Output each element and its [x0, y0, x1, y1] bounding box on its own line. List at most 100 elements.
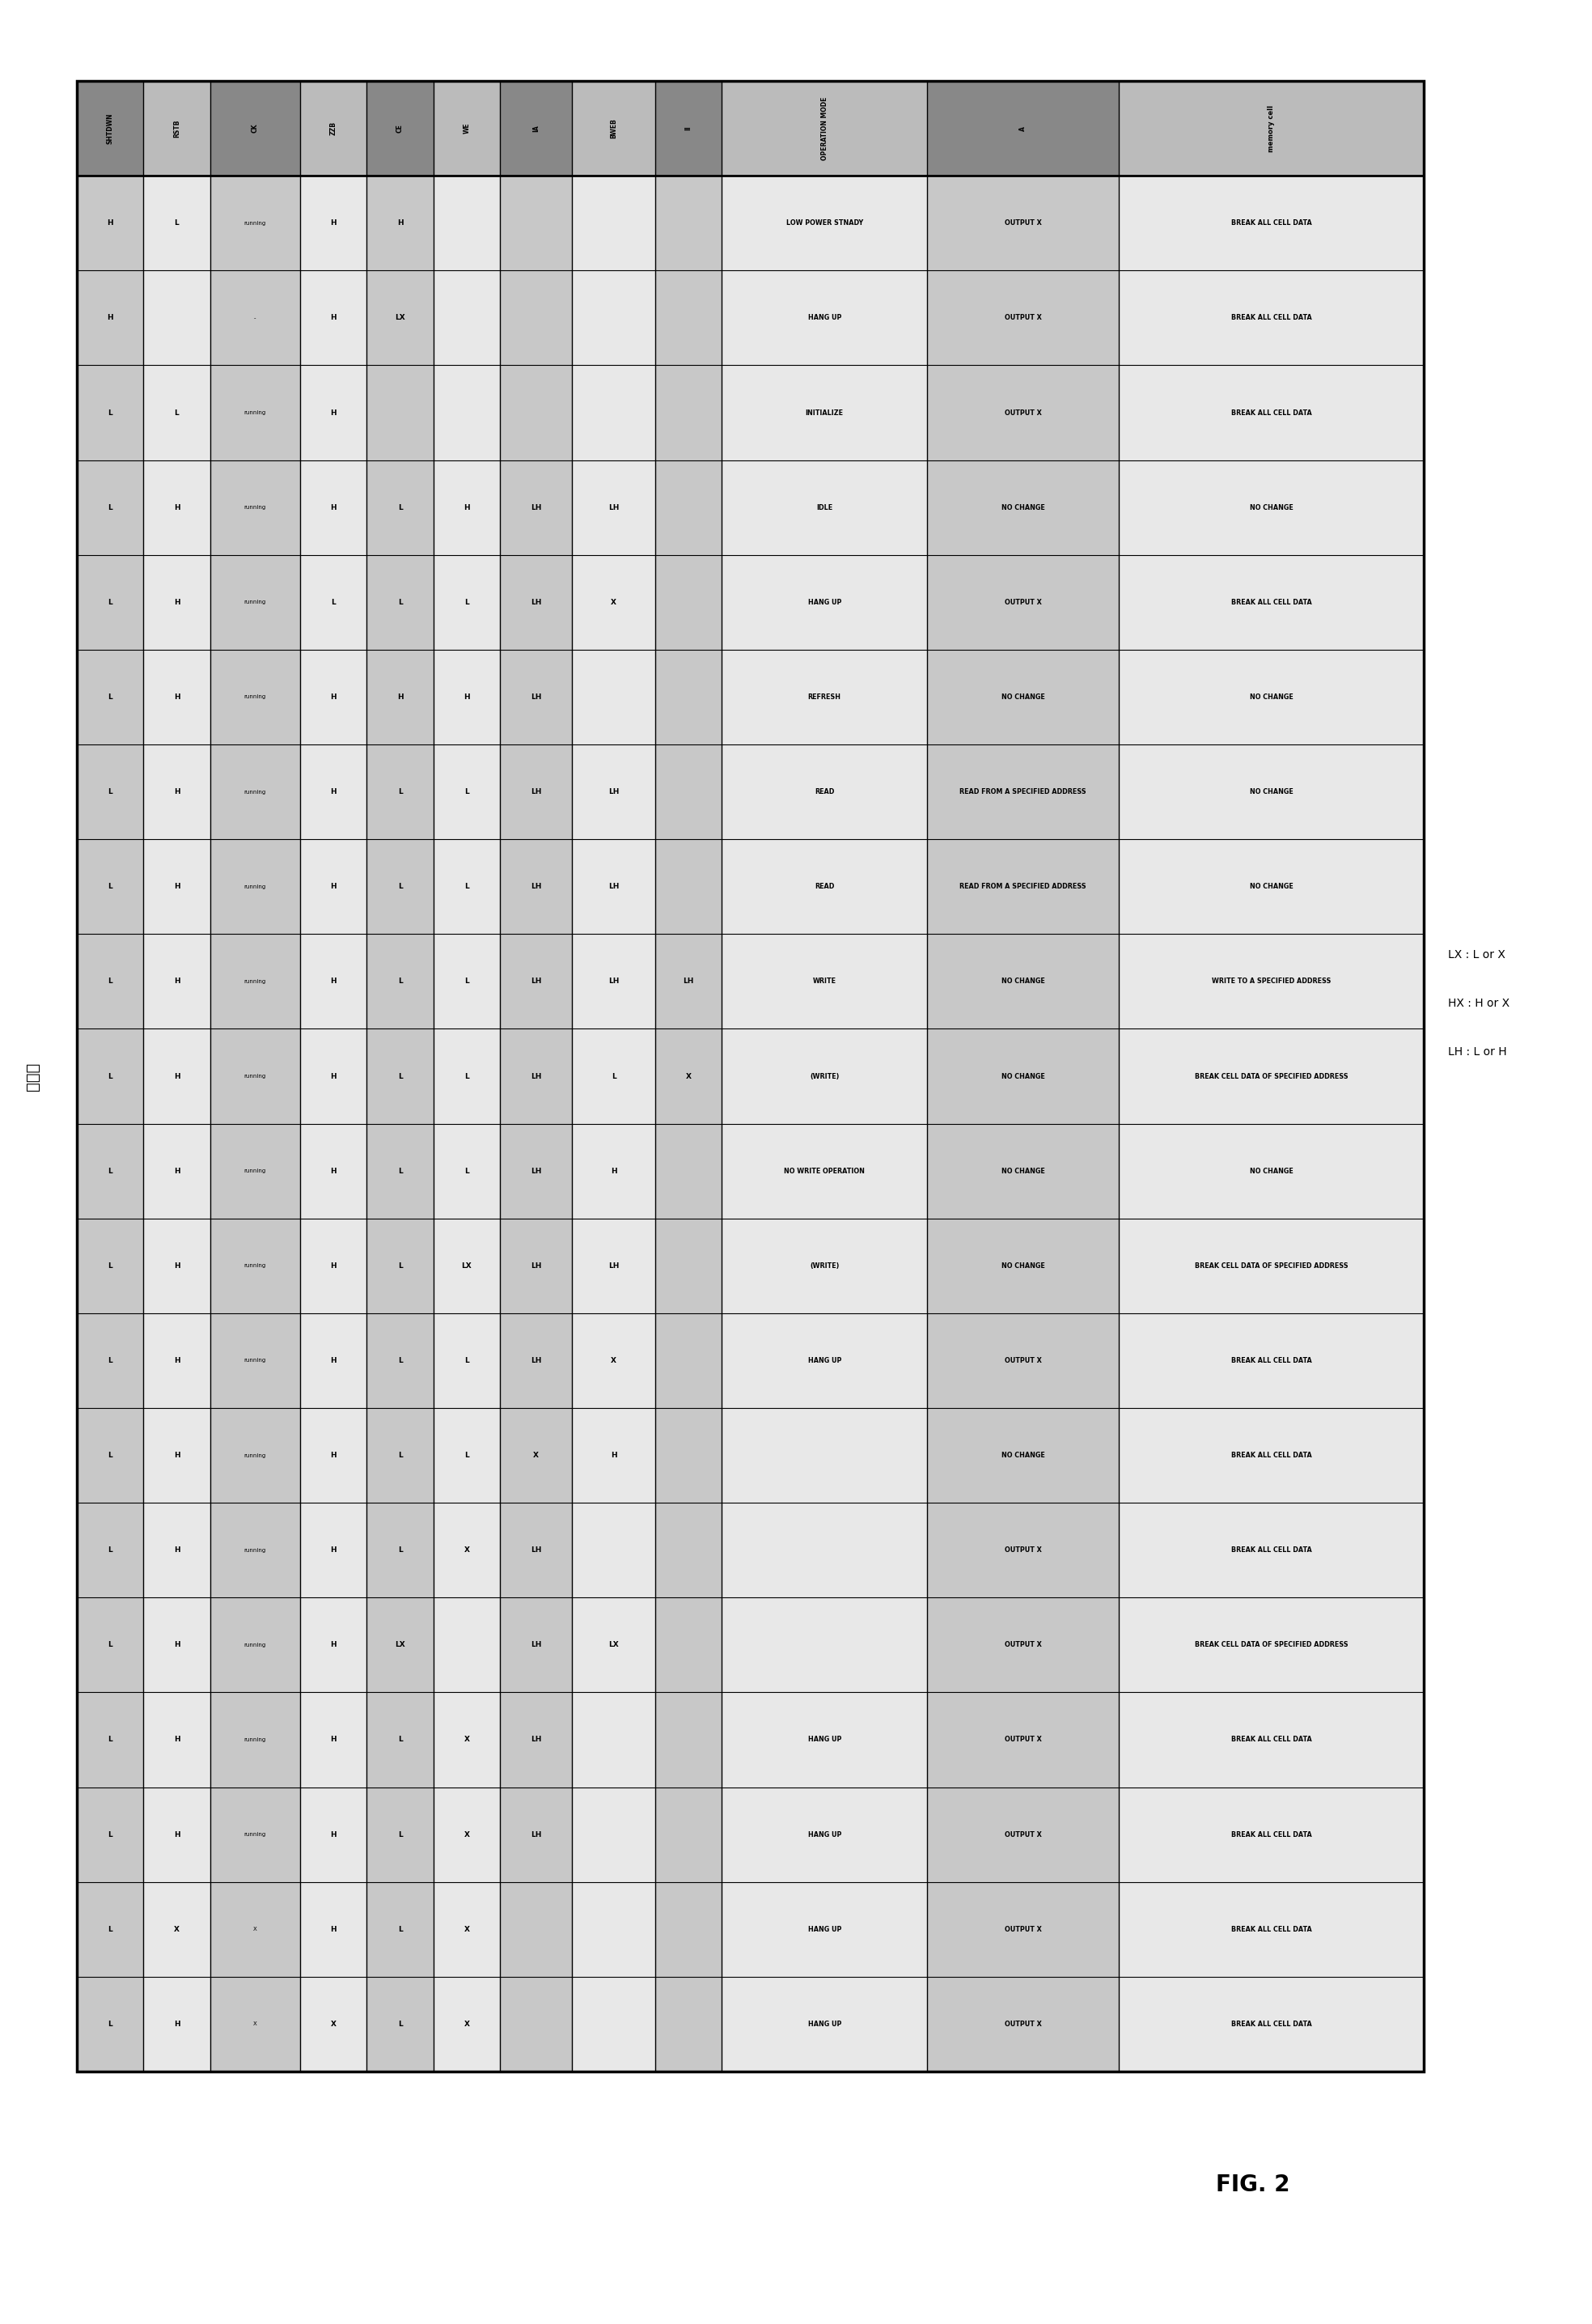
- Text: NO CHANGE: NO CHANGE: [1001, 1074, 1044, 1081]
- Bar: [76, 651, 143, 744]
- Text: NO CHANGE: NO CHANGE: [1250, 504, 1293, 511]
- Text: OUTPUT X: OUTPUT X: [1005, 2020, 1041, 2029]
- Text: H: H: [331, 1736, 336, 1743]
- Bar: [433, 1030, 500, 1122]
- Text: L: L: [108, 504, 113, 511]
- Text: REFRESH: REFRESH: [807, 693, 841, 702]
- Text: L: L: [398, 978, 403, 985]
- Bar: [500, 839, 572, 934]
- Bar: [1119, 1692, 1423, 1787]
- Text: L: L: [108, 883, 113, 890]
- Bar: [143, 839, 210, 934]
- Bar: [76, 1408, 143, 1504]
- Bar: [433, 1313, 500, 1408]
- Bar: [76, 744, 143, 839]
- Text: READ: READ: [815, 883, 834, 890]
- Bar: [210, 555, 301, 651]
- Text: READ FROM A SPECIFIED ADDRESS: READ FROM A SPECIFIED ADDRESS: [960, 883, 1086, 890]
- Bar: [433, 1882, 500, 1978]
- Text: H: H: [611, 1452, 616, 1459]
- Text: H: H: [107, 218, 113, 228]
- Text: L: L: [108, 788, 113, 795]
- Text: H: H: [331, 1167, 336, 1174]
- Text: (WRITE): (WRITE): [810, 1262, 839, 1269]
- Text: OUTPUT X: OUTPUT X: [1005, 1736, 1041, 1743]
- Bar: [572, 1408, 656, 1504]
- Bar: [210, 270, 301, 365]
- Text: running: running: [244, 1548, 266, 1552]
- Bar: [927, 1218, 1119, 1313]
- Text: BREAK CELL DATA OF SPECIFIED ADDRESS: BREAK CELL DATA OF SPECIFIED ADDRESS: [1194, 1074, 1348, 1081]
- Bar: [143, 1597, 210, 1692]
- Bar: [927, 1787, 1119, 1882]
- Bar: [143, 365, 210, 460]
- Bar: [143, 1030, 210, 1122]
- Text: OPERATION MODE: OPERATION MODE: [821, 98, 828, 160]
- Text: H: H: [174, 1167, 180, 1174]
- Text: WRITE TO A SPECIFIED ADDRESS: WRITE TO A SPECIFIED ADDRESS: [1212, 978, 1331, 985]
- Text: L: L: [175, 409, 178, 416]
- Bar: [500, 460, 572, 555]
- Text: LOW POWER STNADY: LOW POWER STNADY: [786, 218, 863, 228]
- Bar: [433, 460, 500, 555]
- Bar: [721, 934, 927, 1030]
- Bar: [1119, 1882, 1423, 1978]
- Bar: [143, 1882, 210, 1978]
- Text: H: H: [174, 978, 180, 985]
- Text: WRITE: WRITE: [814, 978, 836, 985]
- Text: LH: LH: [530, 883, 541, 890]
- Text: H: H: [331, 409, 336, 416]
- Bar: [143, 555, 210, 651]
- Bar: [927, 1122, 1119, 1218]
- Bar: [721, 1408, 927, 1504]
- Text: (WRITE): (WRITE): [810, 1074, 839, 1081]
- Bar: [1119, 1787, 1423, 1882]
- Bar: [301, 81, 366, 177]
- Text: X: X: [533, 1452, 538, 1459]
- Text: X: X: [331, 2020, 336, 2029]
- Text: X: X: [463, 1927, 470, 1934]
- Bar: [721, 1504, 927, 1597]
- Bar: [721, 651, 927, 744]
- Bar: [721, 270, 927, 365]
- Text: BREAK ALL CELL DATA: BREAK ALL CELL DATA: [1231, 1736, 1312, 1743]
- Bar: [76, 839, 143, 934]
- Text: HANG UP: HANG UP: [807, 2020, 841, 2029]
- Text: LH: LH: [530, 1357, 541, 1364]
- Bar: [143, 177, 210, 270]
- Bar: [366, 1504, 433, 1597]
- Text: running: running: [244, 1074, 266, 1078]
- Text: L: L: [331, 600, 336, 607]
- Bar: [1119, 651, 1423, 744]
- Bar: [500, 651, 572, 744]
- Bar: [721, 839, 927, 934]
- Text: L: L: [398, 1074, 403, 1081]
- Text: WE: WE: [463, 123, 470, 135]
- Text: L: L: [398, 1167, 403, 1174]
- Bar: [433, 81, 500, 177]
- Bar: [76, 81, 143, 177]
- Bar: [366, 1408, 433, 1504]
- Bar: [76, 1787, 143, 1882]
- Bar: [1119, 365, 1423, 460]
- Bar: [500, 1504, 572, 1597]
- Bar: [927, 1030, 1119, 1122]
- Bar: [656, 365, 721, 460]
- Text: running: running: [244, 1831, 266, 1836]
- Text: HANG UP: HANG UP: [807, 314, 841, 321]
- Text: LH: LH: [608, 788, 619, 795]
- Text: READ: READ: [815, 788, 834, 795]
- Bar: [721, 1122, 927, 1218]
- Text: H: H: [331, 1927, 336, 1934]
- Bar: [500, 1978, 572, 2071]
- Bar: [76, 1597, 143, 1692]
- Text: L: L: [108, 1262, 113, 1269]
- Text: L: L: [398, 1545, 403, 1555]
- Bar: [656, 744, 721, 839]
- Text: -: -: [255, 316, 256, 321]
- Text: H: H: [174, 2020, 180, 2029]
- Text: L: L: [398, 1357, 403, 1364]
- Text: H: H: [463, 504, 470, 511]
- Bar: [500, 270, 572, 365]
- Bar: [1119, 177, 1423, 270]
